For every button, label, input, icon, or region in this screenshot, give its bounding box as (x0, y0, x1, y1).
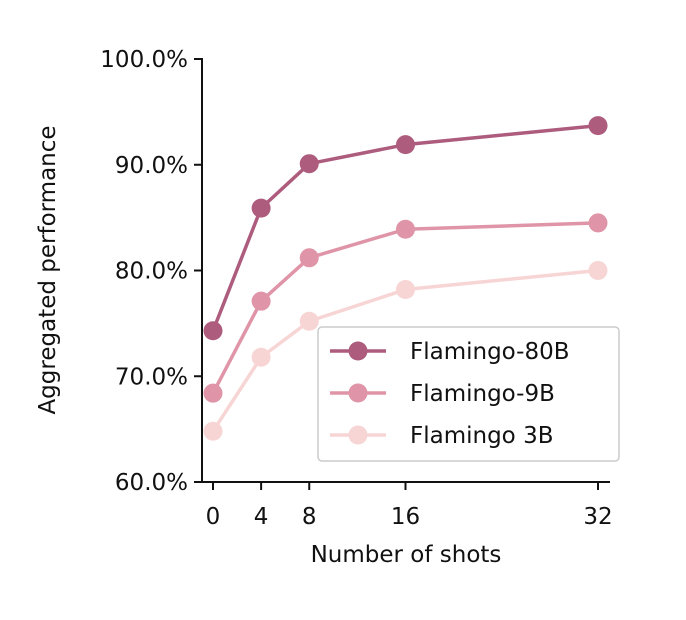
data-point-flamingo-3b (299, 311, 319, 331)
series-flamingo-80b (203, 116, 608, 341)
series-flamingo-3b (203, 261, 608, 441)
data-point-flamingo-80b (203, 321, 223, 341)
data-point-flamingo-9b (299, 248, 319, 268)
data-point-flamingo-3b (251, 347, 271, 367)
legend-label: Flamingo 3B (410, 423, 553, 449)
y-axis-ticks: 60.0% 70.0% 80.0% 90.0% 100.0% (100, 47, 202, 496)
data-point-flamingo-80b (396, 135, 415, 155)
legend-label: Flamingo-80B (410, 339, 570, 365)
x-tick-label: 0 (206, 504, 221, 530)
x-tick-label: 8 (302, 504, 317, 530)
x-axis-title: Number of shots (311, 542, 502, 568)
x-tick-label: 4 (254, 504, 269, 530)
legend-marker (348, 341, 368, 361)
x-tick-label: 32 (583, 504, 612, 530)
legend-item-flamingo-3b: Flamingo 3B (330, 423, 553, 449)
data-point-flamingo-9b (588, 213, 608, 233)
data-point-flamingo-80b (588, 116, 608, 136)
y-tick-label: 70.0% (115, 364, 188, 390)
legend-item-flamingo-9b: Flamingo-9B (330, 381, 555, 407)
y-tick-label: 60.0% (115, 470, 188, 496)
data-point-flamingo-80b (251, 198, 271, 218)
data-point-flamingo-9b (396, 219, 415, 239)
data-point-flamingo-3b (203, 421, 223, 441)
data-point-flamingo-9b (251, 291, 271, 311)
data-point-flamingo-3b (396, 280, 415, 300)
data-point-flamingo-9b (203, 383, 223, 403)
y-tick-label: 80.0% (115, 259, 188, 285)
legend-item-flamingo-80b: Flamingo-80B (330, 339, 570, 365)
legend-marker (348, 425, 368, 445)
series-flamingo-9b (203, 213, 608, 403)
y-axis-title: Aggregated performance (35, 125, 61, 414)
legend: Flamingo-80B Flamingo-9B Flamingo 3B (317, 326, 620, 462)
x-tick-label: 16 (391, 504, 420, 530)
legend-marker (348, 383, 368, 403)
data-point-flamingo-3b (588, 261, 608, 280)
series-group (203, 116, 608, 441)
legend-box (317, 326, 620, 462)
x-axis-ticks: 0 4 8 16 32 (206, 482, 613, 530)
y-tick-label: 100.0% (100, 47, 188, 73)
y-tick-label: 90.0% (115, 153, 188, 179)
data-point-flamingo-80b (299, 154, 319, 174)
legend-label: Flamingo-9B (410, 381, 555, 407)
